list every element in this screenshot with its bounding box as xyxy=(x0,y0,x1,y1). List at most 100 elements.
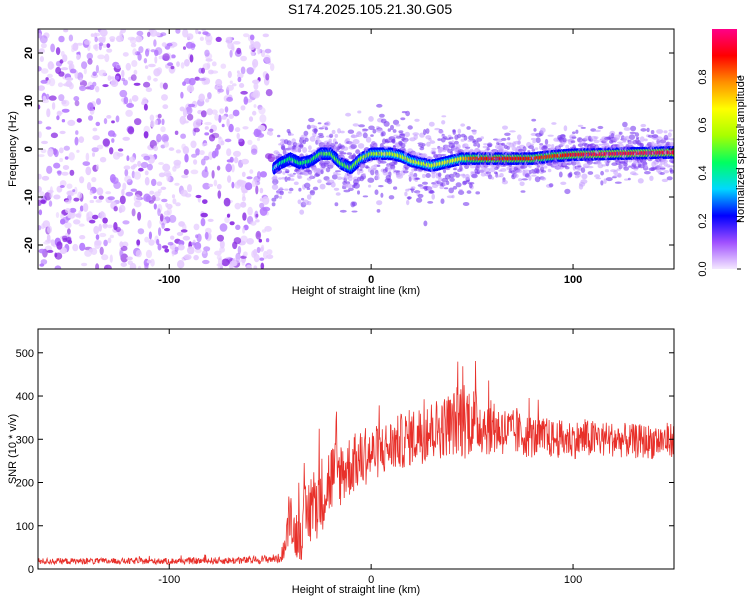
noise-cell xyxy=(95,199,103,203)
track-halo-cell xyxy=(278,177,282,180)
noise-cell xyxy=(236,47,242,55)
track-halo-cell xyxy=(452,129,456,133)
noise-cell xyxy=(57,82,64,88)
track-halo-cell xyxy=(412,132,420,136)
track-halo-cell xyxy=(421,153,428,159)
noise-cell xyxy=(107,237,112,244)
track-halo-cell xyxy=(426,141,431,147)
track-halo-cell xyxy=(666,176,673,181)
noise-cell xyxy=(252,79,260,85)
track-halo-cell xyxy=(487,143,492,148)
track-halo-cell xyxy=(304,137,309,142)
noise-cell xyxy=(259,187,264,194)
track-halo-cell xyxy=(429,140,436,144)
track-halo-cell xyxy=(448,187,455,194)
noise-cell xyxy=(185,106,193,115)
noise-cell xyxy=(137,53,142,61)
noise-cell xyxy=(161,94,168,101)
noise-cell xyxy=(236,132,240,140)
track-halo-cell xyxy=(517,140,521,145)
noise-cell xyxy=(99,246,104,255)
noise-cell xyxy=(215,78,223,87)
noise-cell xyxy=(38,248,46,254)
track-halo-cell xyxy=(431,151,436,155)
track-halo-cell xyxy=(396,174,404,179)
noise-cell xyxy=(170,65,175,70)
noise-cell xyxy=(184,153,189,163)
track-halo-cell xyxy=(353,182,358,186)
noise-cell xyxy=(231,46,235,51)
noise-cell xyxy=(74,100,80,107)
track-halo-cell xyxy=(663,130,668,134)
track-halo-cell xyxy=(489,167,496,173)
noise-cell xyxy=(64,199,72,204)
noise-cell xyxy=(224,138,232,143)
noise-cell xyxy=(261,244,265,252)
noise-cell xyxy=(38,225,42,231)
noise-cell xyxy=(85,152,90,162)
track-halo-cell xyxy=(518,148,524,152)
noise-cell xyxy=(97,54,105,60)
track-halo-cell xyxy=(357,190,360,195)
noise-cell xyxy=(204,231,209,240)
noise-cell xyxy=(66,183,73,189)
noise-cell xyxy=(259,198,264,202)
noise-cell xyxy=(161,118,165,126)
track-halo-cell xyxy=(273,182,277,186)
track-halo-cell xyxy=(562,137,567,143)
noise-cell xyxy=(137,211,142,221)
noise-cell xyxy=(217,88,224,93)
noise-cell xyxy=(258,238,262,243)
track-halo-cell xyxy=(327,164,334,169)
noise-cell xyxy=(232,109,240,117)
track-halo-cell xyxy=(391,138,396,144)
noise-cell xyxy=(148,231,152,240)
noise-cell xyxy=(50,43,55,53)
noise-cell xyxy=(67,60,74,65)
noise-cell xyxy=(259,202,265,209)
noise-cell xyxy=(38,200,42,206)
track-halo-cell xyxy=(350,201,356,208)
snr-plot-area xyxy=(38,360,674,566)
noise-cell xyxy=(250,221,257,226)
track-halo-cell xyxy=(282,171,286,175)
noise-cell xyxy=(53,162,61,169)
track-halo-cell xyxy=(319,183,326,190)
noise-cell xyxy=(183,46,186,50)
noise-cell xyxy=(133,69,138,75)
noise-cell xyxy=(183,78,192,84)
noise-cell xyxy=(79,235,86,240)
noise-cell xyxy=(107,224,113,229)
noise-cell xyxy=(159,82,164,89)
noise-cell xyxy=(144,170,149,176)
noise-cell xyxy=(258,107,266,115)
noise-cell xyxy=(161,198,168,203)
noise-cell xyxy=(261,229,266,233)
track-halo-cell xyxy=(501,137,507,141)
noise-cell xyxy=(120,29,126,34)
noise-cell xyxy=(172,198,177,205)
track-halo-cell xyxy=(298,187,302,192)
noise-cell xyxy=(243,96,249,105)
noise-cell xyxy=(195,194,202,199)
track-halo-cell xyxy=(329,133,334,138)
noise-cell xyxy=(213,179,218,187)
track-halo-cell xyxy=(345,183,352,189)
track-halo-cell xyxy=(630,125,637,132)
noise-cell xyxy=(122,52,129,57)
track-halo-cell xyxy=(500,168,507,172)
noise-cell xyxy=(148,63,156,68)
track-halo-cell xyxy=(407,125,413,130)
noise-cell xyxy=(144,236,150,243)
track-halo-cell xyxy=(576,171,581,178)
track-halo-cell xyxy=(604,169,610,173)
noise-cell xyxy=(161,42,167,47)
noise-cell xyxy=(132,48,137,56)
noise-cell xyxy=(143,58,148,64)
noise-cell xyxy=(221,115,227,120)
noise-cell xyxy=(39,35,48,44)
noise-cell xyxy=(168,147,175,151)
track-halo-cell xyxy=(372,167,376,171)
noise-cell xyxy=(122,136,130,141)
noise-cell xyxy=(145,87,153,93)
